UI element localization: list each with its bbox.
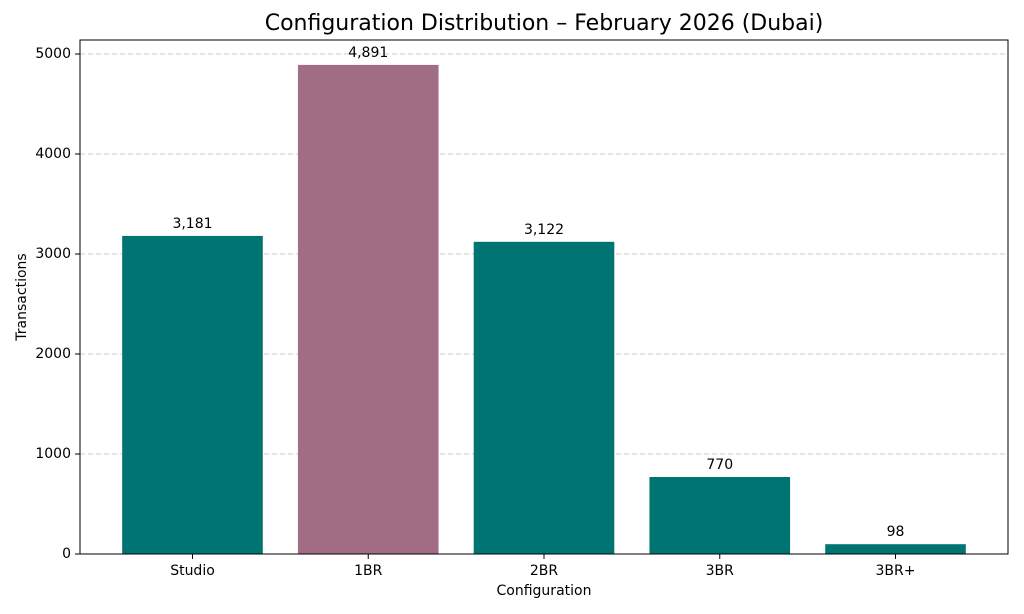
bar xyxy=(297,64,439,555)
y-tick-label: 4000 xyxy=(35,146,71,162)
y-tick-label: 3000 xyxy=(35,246,71,262)
bar xyxy=(122,235,263,554)
y-tick-label: 1000 xyxy=(35,446,71,462)
chart-title: Configuration Distribution – February 20… xyxy=(265,11,824,36)
value-label: 3,122 xyxy=(524,222,564,238)
value-label: 98 xyxy=(887,524,905,540)
y-tick-label: 0 xyxy=(62,546,71,562)
plot: 3,181 4,891 3,122 770 98 xyxy=(122,45,966,555)
x-tick-label: 1BR xyxy=(354,563,383,579)
value-label: 770 xyxy=(706,457,733,473)
x-tick-label: 2BR xyxy=(530,563,559,579)
value-label: 4,891 xyxy=(348,45,388,61)
y-tick-label: 2000 xyxy=(35,346,71,362)
x-tick-label: Studio xyxy=(170,563,215,579)
bar xyxy=(825,544,966,554)
value-label: 3,181 xyxy=(172,216,212,232)
x-tick-label: 3BR+ xyxy=(876,563,916,579)
bar xyxy=(649,477,791,554)
bar xyxy=(473,241,615,555)
y-axis-label: Transactions xyxy=(14,253,30,341)
x-tick-label: 3BR xyxy=(706,563,735,579)
x-axis-label: Configuration xyxy=(497,583,592,599)
y-tick-label: 5000 xyxy=(35,46,71,62)
